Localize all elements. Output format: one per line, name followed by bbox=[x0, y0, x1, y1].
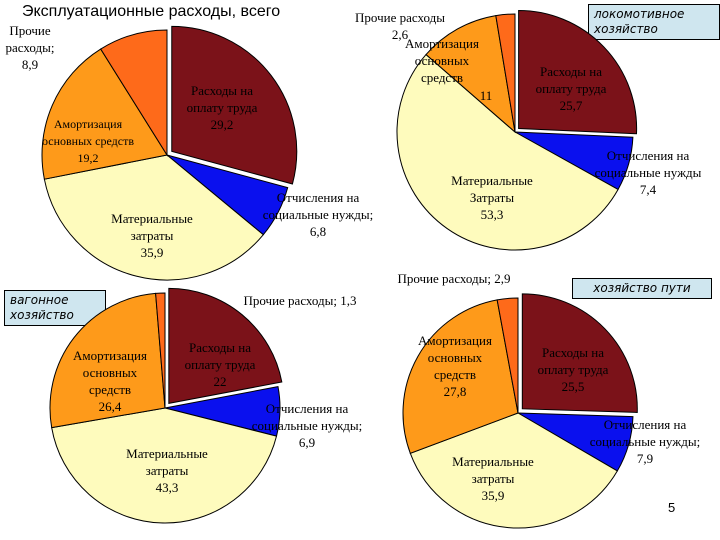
slice-label-total-materials: Материальные затраты 35,9 bbox=[111, 211, 193, 260]
slice-label-total-labor: Расходы на оплату труда 29,2 bbox=[187, 83, 258, 132]
pie-slice-track-other bbox=[496, 297, 519, 414]
slice-label-loco-labor: Расходы на оплату труда 25,7 bbox=[536, 64, 607, 113]
pie-slice-track-labor bbox=[521, 293, 638, 413]
slice-label-wagon-social: Отчисления на социальные нужды; 6,9 bbox=[252, 401, 362, 450]
slice-label-track-amortization: Амортизация основных средств 27,8 bbox=[418, 333, 492, 399]
slice-label-wagon-amortization: Амортизация основных средств 26,4 bbox=[73, 348, 147, 414]
slice-label-track-social: Отчисления на социальные нужды; 7,9 bbox=[590, 417, 700, 466]
pie-slice-total-other bbox=[99, 29, 168, 157]
slice-label-loco-social: Отчисления на социальные нужды 7,4 bbox=[595, 148, 702, 197]
pie-slice-loco-materials bbox=[396, 53, 619, 251]
pie-slice-wagon-labor bbox=[168, 287, 283, 404]
slice-label-total-social: Отчисления на социальные нужды; 6,8 bbox=[263, 190, 373, 239]
pie-slice-track-materials bbox=[409, 412, 619, 529]
slide-title: Эксплуатационные расходы, всего bbox=[22, 3, 281, 20]
slice-label-wagon-other: Прочие расходы; 1,3 bbox=[243, 293, 356, 308]
pie-slice-loco-other bbox=[495, 13, 516, 133]
pie-slice-total-materials bbox=[43, 154, 265, 281]
pie-slice-wagon-materials bbox=[51, 407, 278, 524]
slice-label-loco-amortization: Амортизация основных средств bbox=[405, 36, 479, 85]
slice-label-total-amortization: Амортизация основных средств 19,2 bbox=[42, 117, 134, 165]
tag-track: хозяйство пути bbox=[572, 278, 712, 299]
pie-chart-track: Расходы на оплату труда 25,5 Отчисления на с… bbox=[397, 271, 700, 529]
pie-chart-wagon: Расходы на оплату труда 22 Отчисления на соц… bbox=[49, 287, 362, 524]
pie-slice-loco-labor bbox=[518, 10, 638, 135]
slice-label-loco-materials: Материальные Затраты 53,3 bbox=[451, 173, 533, 222]
slice-label-wagon-materials: Материальные затраты 43,3 bbox=[126, 446, 208, 495]
slice-value-loco-amortization: 11 bbox=[480, 88, 493, 103]
slice-label-track-materials: Материальные затраты 35,9 bbox=[452, 454, 534, 503]
pie-slice-track-amortization bbox=[402, 299, 519, 454]
slice-label-track-labor: Расходы на оплату труда 25,5 bbox=[538, 345, 609, 394]
slice-label-loco-other: Прочие расходы 2,6 bbox=[355, 10, 445, 42]
pie-slice-total-amortization bbox=[41, 48, 168, 180]
slice-label-wagon-labor: Расходы на оплату труда 22 bbox=[185, 340, 256, 389]
pie-slice-wagon-amortization bbox=[49, 292, 166, 429]
pie-slice-wagon-other bbox=[155, 292, 166, 409]
tag-wagon: вагонное хозяйство bbox=[4, 290, 106, 326]
pie-chart-loco: Расходы на оплату труда 25,7 Отчисления на с… bbox=[355, 10, 702, 251]
slice-label-track-other: Прочие расходы; 2,9 bbox=[397, 271, 510, 286]
pie-slice-loco-amortization bbox=[425, 14, 516, 134]
pie-chart-total: Расходы на оплату труда 29,2 Отчисления на с… bbox=[6, 23, 373, 281]
slice-label-total-other: Прочие расходы; 8,9 bbox=[6, 23, 55, 72]
page-number: 5 bbox=[668, 500, 676, 515]
pie-slice-total-labor bbox=[171, 25, 298, 185]
